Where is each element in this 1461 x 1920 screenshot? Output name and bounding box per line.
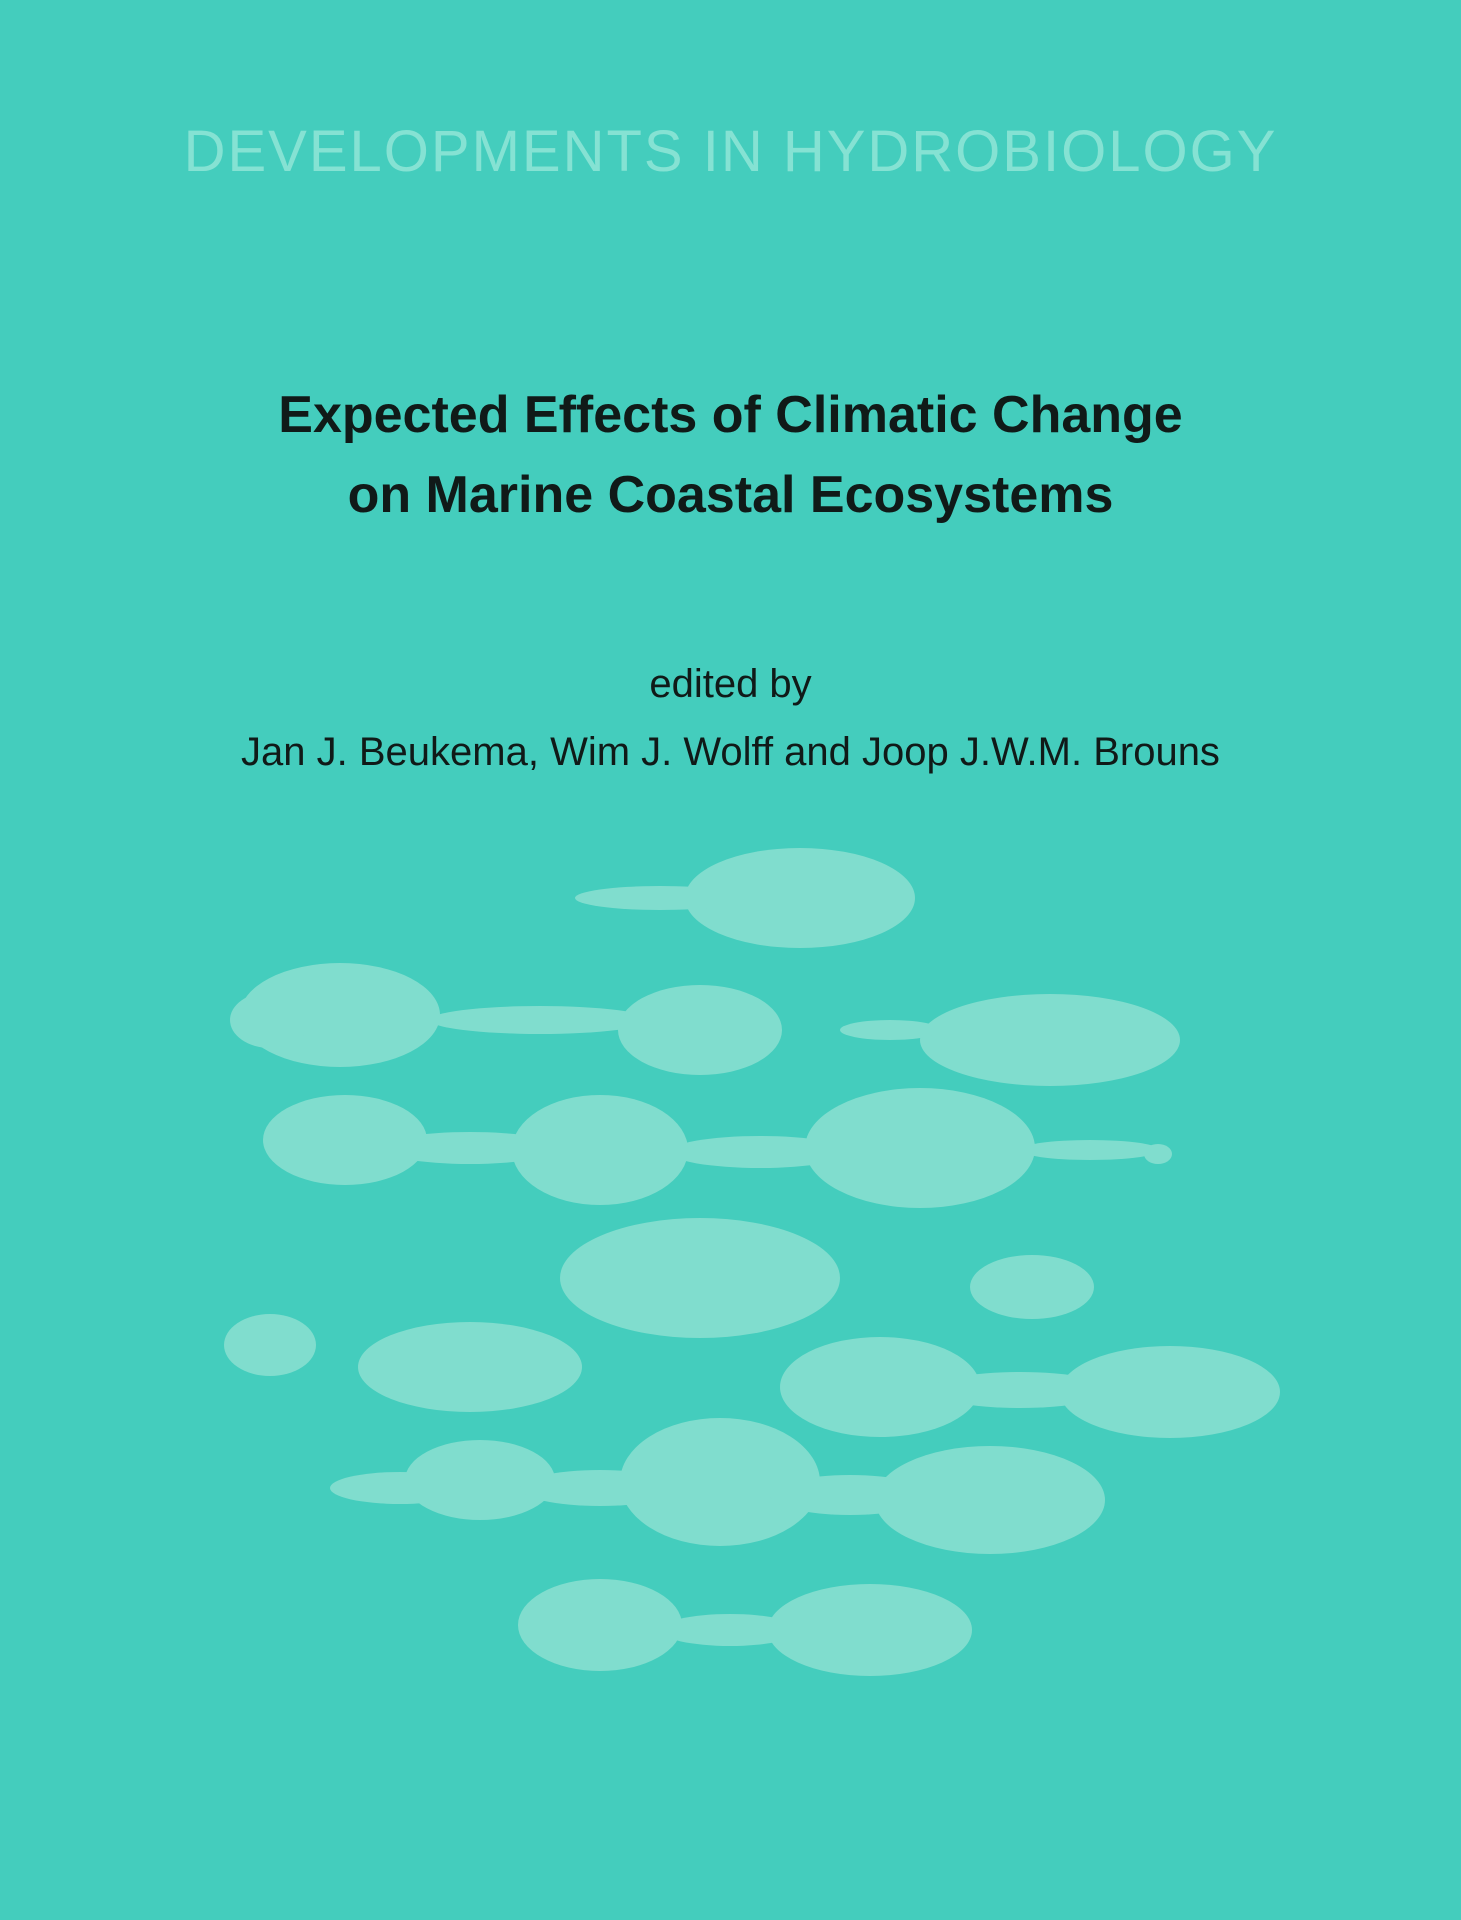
blob-9 — [780, 1337, 1280, 1438]
series-title: DEVELOPMENTS IN HYDROBIOLOGY — [183, 119, 1278, 184]
blob-7 — [224, 1314, 316, 1376]
blob-3 — [840, 994, 1180, 1086]
blob-5 — [560, 1218, 840, 1338]
blob-10 — [330, 1418, 1105, 1554]
blob-4 — [263, 1088, 1172, 1208]
title-line-2: on Marine Coastal Ecosystems — [347, 466, 1114, 524]
title-line-1: Expected Effects of Climatic Change — [278, 386, 1183, 444]
blob-8 — [358, 1322, 582, 1412]
blob-2 — [230, 963, 782, 1075]
editors: Jan J. Beukema, Wim J. Wolff and Joop J.… — [241, 730, 1220, 774]
blob-11 — [518, 1579, 972, 1676]
blob-1 — [575, 848, 915, 948]
edited-by-label: edited by — [649, 662, 812, 706]
book-title: Expected Effects of Climatic Change on M… — [0, 375, 1461, 535]
blob-6 — [970, 1255, 1094, 1319]
